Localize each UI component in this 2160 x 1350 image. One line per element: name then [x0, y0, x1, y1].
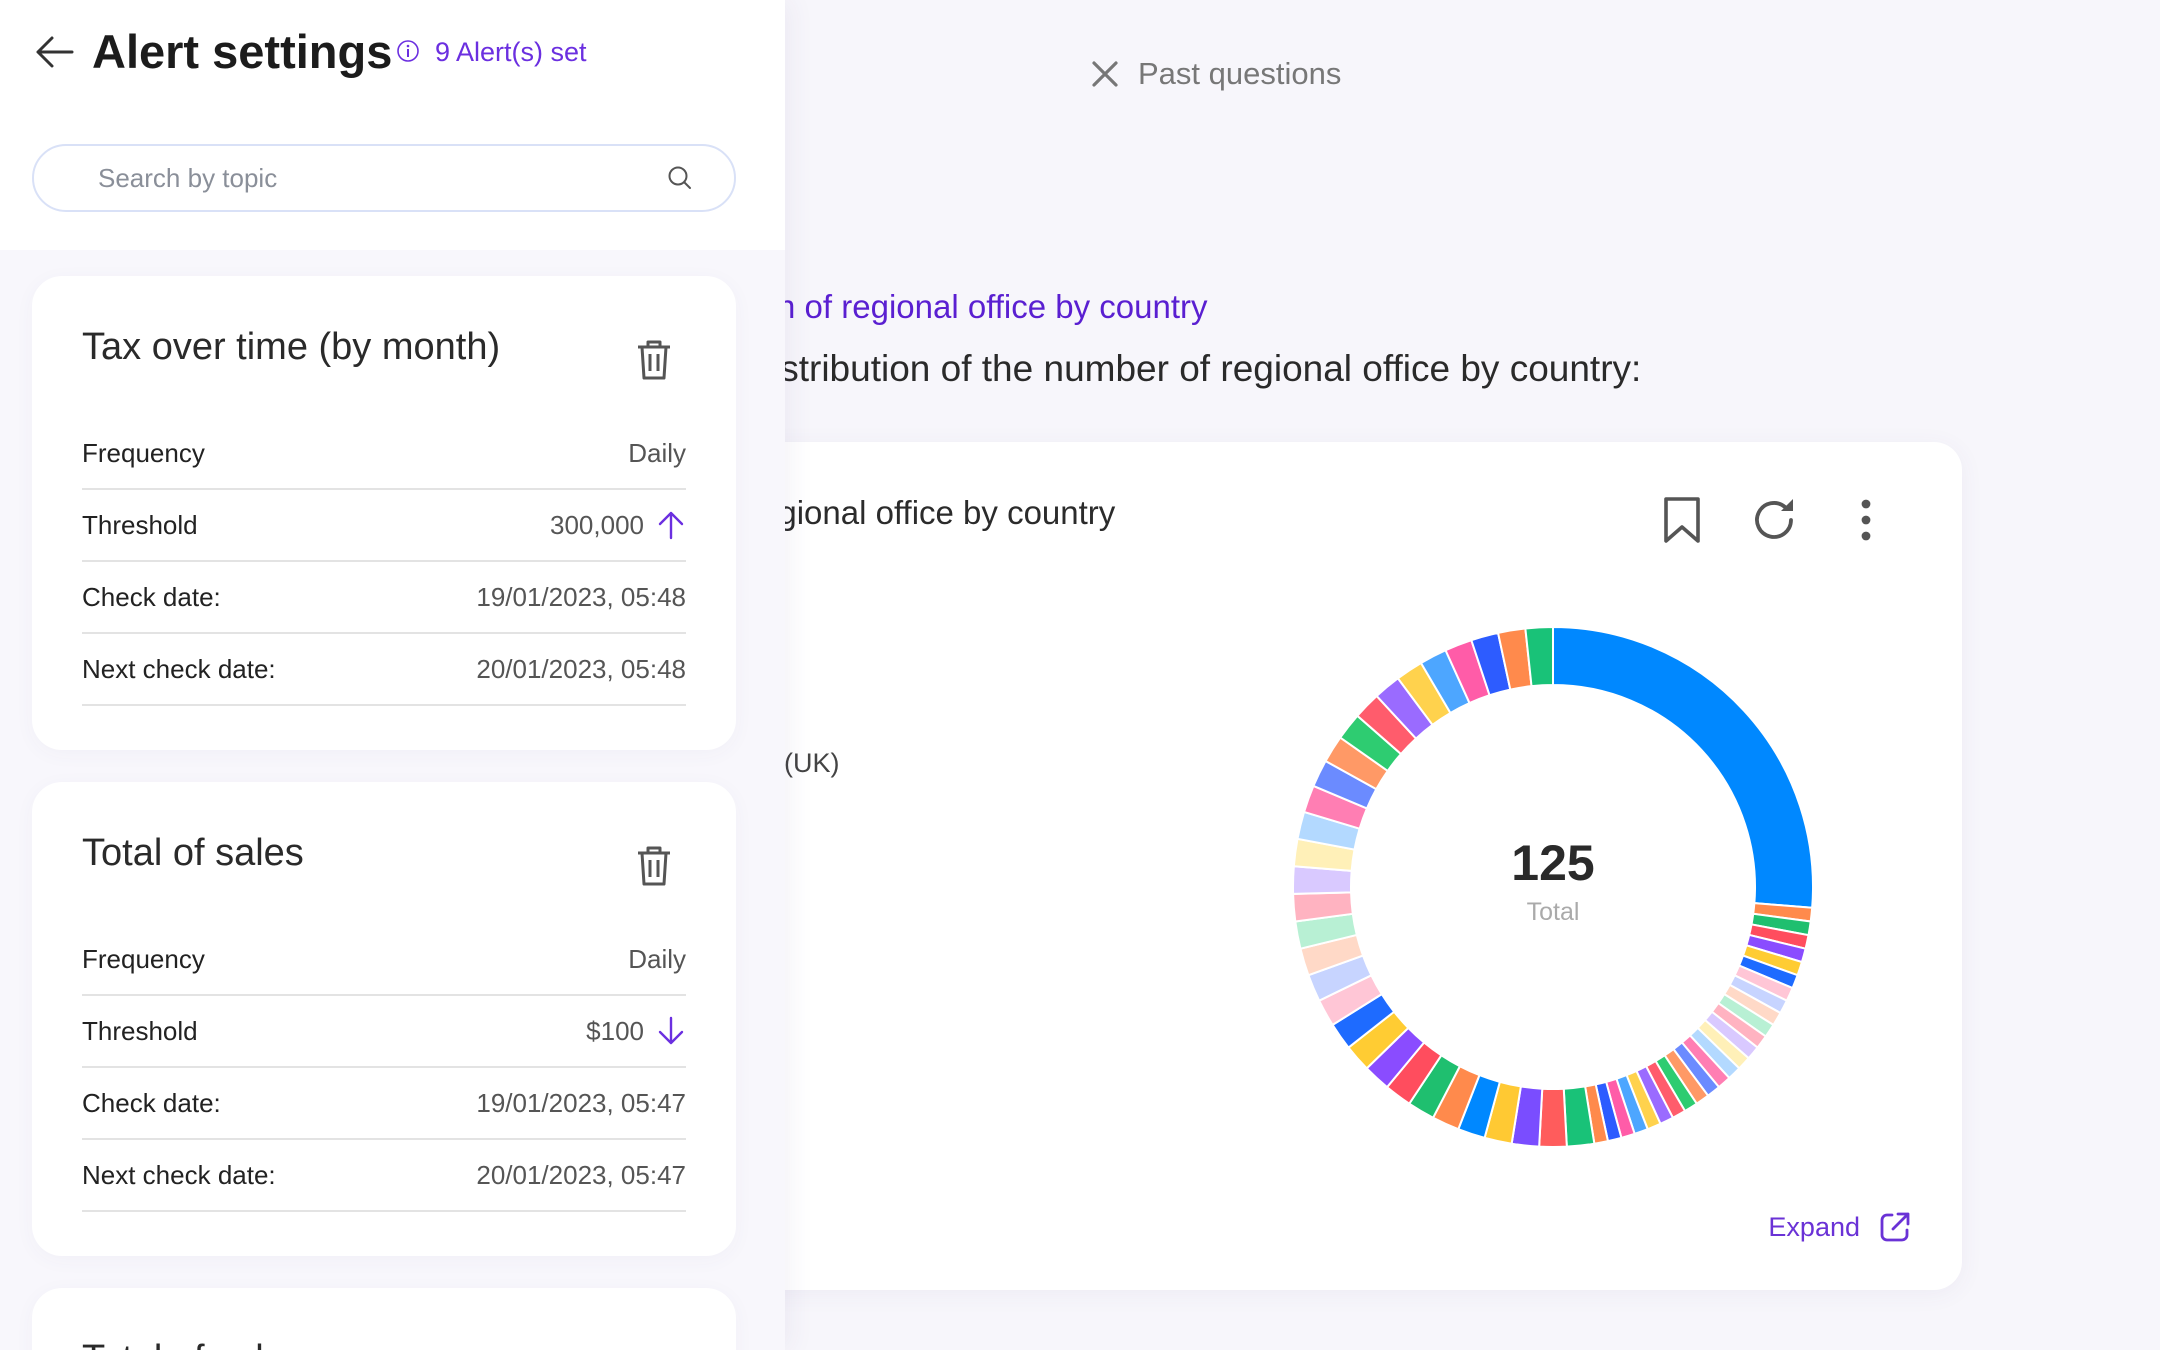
alert-title: Tax over time (by month)	[82, 326, 501, 368]
close-icon	[1092, 61, 1118, 87]
frequency-row: Frequency Daily	[82, 924, 686, 996]
check-date-row: Check date: 19/01/2023, 05:48	[82, 562, 686, 634]
arrow-down-icon	[658, 1016, 684, 1045]
check-date-value: 19/01/2023, 05:47	[476, 1087, 686, 1118]
trash-icon[interactable]	[634, 844, 674, 888]
next-check-date-value: 20/01/2023, 05:48	[476, 653, 686, 684]
refresh-button[interactable]	[1748, 494, 1800, 546]
donut-svg	[1292, 625, 1814, 1149]
threshold-value: $100	[586, 1015, 644, 1046]
legend-item: (UK)	[784, 748, 840, 778]
expand-label: Expand	[1768, 1211, 1860, 1242]
row-label: Next check date:	[82, 653, 276, 684]
check-date-row: Check date: 19/01/2023, 05:47	[82, 1068, 686, 1140]
donut-slice[interactable]	[1524, 625, 1554, 688]
row-value: $100	[586, 1015, 686, 1047]
frequency-value: Daily	[628, 437, 686, 468]
donut-slice[interactable]	[1552, 625, 1814, 909]
alert-card: Total of sales Frequency Daily Threshold…	[32, 782, 736, 1256]
alert-settings-panel: Alert settings 9 Alert(s) set Tax over t…	[0, 0, 785, 1350]
chart-actions	[1656, 494, 1892, 546]
row-value: 20/01/2023, 05:48	[476, 654, 686, 685]
frequency-value: Daily	[628, 943, 686, 974]
alert-count-badge: 9 Alert(s) set	[435, 37, 587, 67]
alert-details: Frequency Daily Threshold $100 Check dat…	[82, 924, 686, 1212]
next-check-date-value: 20/01/2023, 05:47	[476, 1159, 686, 1190]
row-label: Check date:	[82, 1087, 221, 1118]
refresh-icon	[1755, 499, 1793, 539]
row-value: Daily	[628, 438, 686, 469]
alert-title: Total of sales	[82, 832, 304, 874]
alert-card: Total of sal...	[32, 1288, 736, 1350]
chart-title: egional office by country	[760, 494, 1116, 531]
alert-title: Total of sal...	[82, 1338, 295, 1350]
past-questions-button[interactable]: Past questions	[1090, 56, 1341, 92]
expand-button[interactable]: Expand	[1768, 1210, 1912, 1244]
donut-slice[interactable]	[1538, 1087, 1568, 1149]
back-arrow-icon[interactable]	[32, 30, 76, 74]
more-options-button[interactable]	[1840, 494, 1892, 546]
alert-details: Frequency Daily Threshold 300,000 Check …	[82, 418, 686, 706]
bookmark-icon	[1664, 497, 1700, 543]
row-label: Next check date:	[82, 1159, 276, 1190]
check-date-value: 19/01/2023, 05:48	[476, 581, 686, 612]
next-check-date-row: Next check date: 20/01/2023, 05:48	[82, 634, 686, 706]
threshold-value: 300,000	[550, 509, 644, 540]
alert-card: Tax over time (by month) Frequency Daily…	[32, 276, 736, 750]
next-check-date-row: Next check date: 20/01/2023, 05:47	[82, 1140, 686, 1212]
row-value: 20/01/2023, 05:47	[476, 1160, 686, 1191]
answer-text: he distribution of the number of regiona…	[700, 348, 1642, 389]
past-questions-label: Past questions	[1138, 56, 1342, 91]
more-vertical-icon	[1861, 499, 1871, 541]
page-title: Alert settings	[92, 25, 393, 78]
row-value: Daily	[628, 944, 686, 975]
threshold-row: Threshold $100	[82, 996, 686, 1068]
arrow-up-icon	[658, 511, 684, 540]
row-label: Threshold	[82, 1015, 198, 1046]
threshold-row: Threshold 300,000	[82, 490, 686, 562]
row-label: Threshold	[82, 509, 198, 540]
row-value: 300,000	[550, 509, 686, 541]
bookmark-button[interactable]	[1656, 494, 1708, 546]
row-value: 19/01/2023, 05:48	[476, 582, 686, 613]
search-input[interactable]	[98, 162, 666, 194]
chart-card: egional office by country	[700, 442, 1962, 1290]
search-box	[32, 144, 736, 212]
row-label: Frequency	[82, 437, 205, 468]
frequency-row: Frequency Daily	[82, 418, 686, 490]
info-icon[interactable]	[396, 39, 420, 63]
search-icon[interactable]	[666, 164, 694, 192]
donut-chart: 125 Total	[1288, 622, 1818, 1152]
external-link-icon	[1880, 1212, 1910, 1242]
row-value: 19/01/2023, 05:47	[476, 1088, 686, 1119]
row-label: Check date:	[82, 581, 221, 612]
row-label: Frequency	[82, 943, 205, 974]
trash-icon[interactable]	[634, 338, 674, 382]
